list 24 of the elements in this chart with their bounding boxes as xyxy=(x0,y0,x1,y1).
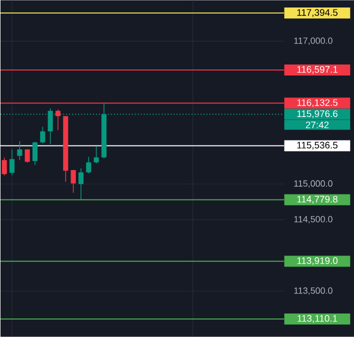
candlestick xyxy=(2,157,7,176)
y-tick-label: 117,000.0 xyxy=(294,37,332,45)
candlestick xyxy=(24,148,30,163)
candlestick xyxy=(32,141,38,166)
ref-line-label: 116,132.5 xyxy=(297,99,338,108)
candlestick xyxy=(86,156,92,174)
candlestick xyxy=(17,140,22,160)
ref-line-label: 117,394.5 xyxy=(297,9,338,17)
ref-line-label: 113,919.0 xyxy=(297,257,338,266)
y-tick-label: 114,500.0 xyxy=(294,216,332,224)
candlestick xyxy=(9,148,15,176)
y-tick-label: 115,000.0 xyxy=(294,180,332,188)
ref-line-label: 116,597.1 xyxy=(297,66,338,74)
y-tick-label: 113,500.0 xyxy=(294,287,332,295)
ref-line-label: 114,779.8 xyxy=(297,196,338,204)
text: 27:42 xyxy=(306,122,329,128)
ref-line-label: 115,536.5 xyxy=(297,142,338,150)
candlestick xyxy=(40,126,46,144)
ref-line-label: 115,976.6 xyxy=(297,110,338,118)
candlestick xyxy=(78,168,84,200)
candlestick xyxy=(70,170,76,194)
candlestick xyxy=(94,146,99,164)
candlestick xyxy=(55,108,61,130)
ref-line-label: 113,110.1 xyxy=(298,315,338,323)
